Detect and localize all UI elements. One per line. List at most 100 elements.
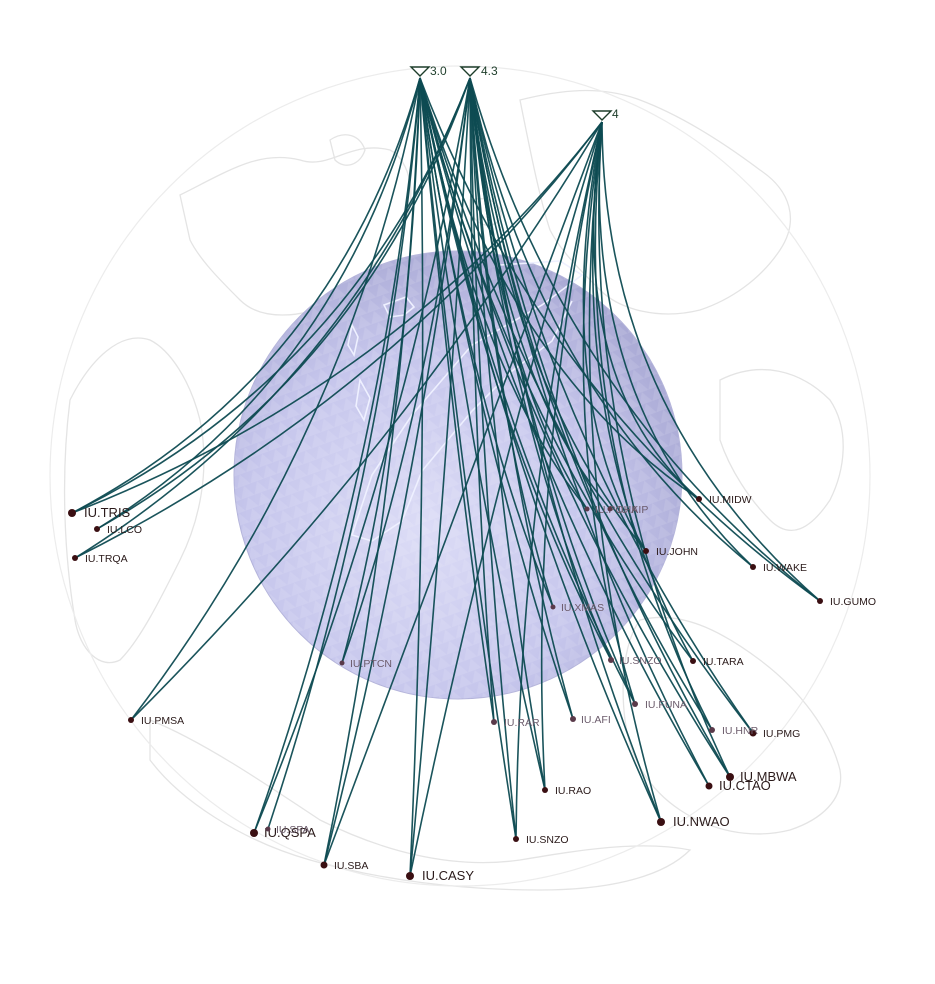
station-label-25: IU.POHA [595,504,638,516]
ray-paths [71,77,821,877]
station-dot-10 [491,719,497,725]
station-label-22: IU.WAKE [763,562,807,574]
ray-path-46 [419,77,612,661]
station-label-27: IU.SPA [276,824,310,836]
ray-path-51 [469,77,821,602]
core-coastline [347,260,584,542]
station-label-16: IU.PMG [763,728,800,740]
ray-path-38 [469,77,731,778]
earth-core [233,250,683,700]
station-label-23: IU.JOHN [656,546,698,558]
station-label-24: IU.MIDW [709,494,752,506]
coastline-2 [63,337,205,664]
station-label-3: IU.PMSA [141,715,184,727]
ray-path-24 [540,121,603,791]
ray-path-62 [267,77,421,830]
ray-path-16 [409,77,424,877]
ray-path-21 [515,121,603,840]
station-dot-17 [709,727,715,733]
station-dot-12 [632,701,638,707]
station-label-5: IU.QSPA [264,825,316,840]
station-label-18: IU.TARA [703,656,744,668]
coastline-6 [329,134,366,166]
station-dot-24 [696,496,702,502]
event-label-1: 4.3 [481,64,498,78]
ray-path-20 [469,77,517,840]
ray-path-0 [71,77,421,514]
station-label-19: IU.SNZO [619,655,662,667]
ray-path-7 [130,77,421,721]
ray-path-26 [469,77,495,723]
event-marker-2 [591,110,613,121]
coastline-layer [63,89,844,891]
ray-path-6 [74,121,603,559]
ray-path-61 [469,77,611,510]
station-dot-0 [68,509,76,517]
coastline-3 [719,368,844,531]
station-label-21: IU.GUMO [830,596,876,608]
station-dot-9 [542,787,548,793]
ray-path-19 [419,77,517,840]
station-label-8: IU.SNZO [526,834,569,846]
station-label-13: IU.NWAO [673,814,730,829]
ray-path-33 [469,77,662,823]
station-dot-19 [608,657,614,663]
station-dot-23 [643,548,649,554]
station-label-15: IU.MBWA [740,769,797,784]
ray-path-56 [582,121,647,552]
ray-path-53 [469,77,754,568]
earth-surface-outline [49,65,871,887]
ray-path-42 [469,77,713,731]
event-marker-1 [459,66,481,77]
station-dot-13 [657,818,665,826]
station-label-7: IU.CASY [422,868,474,883]
station-label-9: IU.RAO [555,785,591,797]
ray-path-58 [592,121,700,500]
station-label-0: IU.TRIS [84,505,131,520]
ray-path-8 [130,121,603,721]
ray-path-31 [582,121,636,705]
ray-path-18 [409,121,603,877]
station-dot-22 [750,564,756,570]
station-dot-1 [94,526,100,532]
ray-path-17 [409,77,471,877]
station-dot-15 [726,773,734,781]
ray-path-54 [598,121,754,568]
station-label-4: IU.PTCN [350,658,392,670]
ray-path-2 [71,121,603,514]
station-dot-16 [749,729,757,737]
ray-path-48 [419,77,554,608]
coastline-1 [519,89,792,315]
station-dot-4 [339,660,345,666]
ray-path-59 [419,77,588,510]
station-dot-5 [250,829,258,837]
coastline-5 [149,719,692,891]
station-dot-2 [72,555,78,561]
ray-path-41 [469,77,754,734]
station-dot-3 [128,717,134,723]
station-dot-27 [265,826,271,832]
ray-path-57 [419,77,700,500]
ray-path-40 [419,77,754,734]
core-texture [234,251,682,699]
event-label-2: 4 [612,107,619,121]
station-dot-7 [406,872,414,880]
ray-path-15 [323,121,603,866]
station-label-20: IU.XMAS [561,602,604,614]
station-label-26: IU.KIP [618,504,648,516]
ray-path-22 [419,77,546,791]
stations: IU.TRIS IU.LCO IU.TRQA IU.PMSA IU.PTCN IU.QSP… [68,494,876,883]
station-dot-8 [513,836,519,842]
ray-path-43 [594,121,713,731]
event-label-0: 3.0 [430,64,447,78]
coastline-4 [622,616,842,835]
station-dot-26 [607,506,613,512]
station-dot-14 [705,782,713,790]
ray-path-50 [419,77,821,602]
ray-path-13 [323,77,421,866]
ray-path-35 [419,77,710,787]
station-label-1: IU.LCO [107,524,142,536]
ray-path-25 [419,77,495,723]
ray-path-49 [469,77,554,608]
